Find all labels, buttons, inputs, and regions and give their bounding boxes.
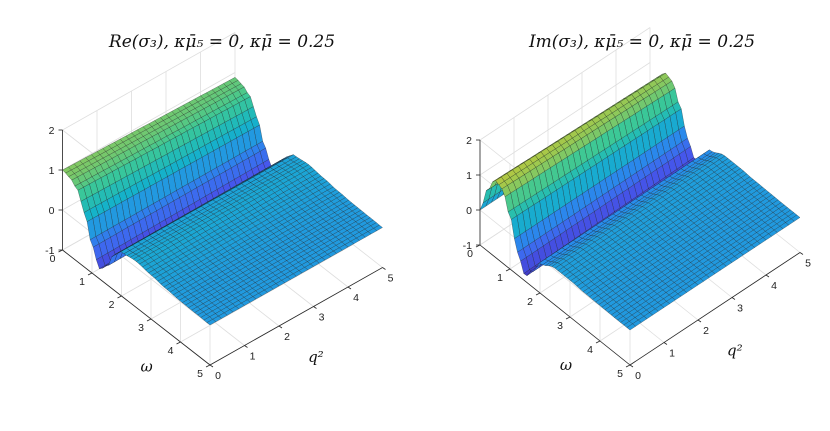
x-tick-label: 2 <box>703 325 709 337</box>
y-tick-label: 1 <box>497 272 503 284</box>
y-axis-line <box>62 249 211 366</box>
y-tick-label: 3 <box>138 322 144 334</box>
surface <box>479 72 801 331</box>
y-tick-label: 0 <box>467 248 473 260</box>
x-axis-line <box>209 267 383 366</box>
x-tick-label: 0 <box>215 370 221 382</box>
z-tick-label: 0 <box>49 205 55 217</box>
y-tick-label: 4 <box>587 344 593 356</box>
x-tick-label: 3 <box>737 303 743 315</box>
y-tick-label: 5 <box>617 368 623 380</box>
surface <box>62 77 383 326</box>
x-axis-label: q² <box>727 342 743 360</box>
axes-lines <box>479 140 801 366</box>
y-tick-label: 2 <box>527 296 533 308</box>
surface-cell <box>626 323 637 331</box>
y-axis-label: ω <box>140 357 152 375</box>
chart-title: Re(σ₃), κμ̄₅ = 0, κμ̄ = 0.25 <box>108 32 335 52</box>
x-tick-label: 1 <box>250 351 256 363</box>
y-tick-label: 5 <box>197 368 203 380</box>
z-tick-label: -1 <box>463 240 472 252</box>
x-tick-label: 0 <box>635 370 641 382</box>
z-tick-label: 1 <box>466 170 472 182</box>
y-tick-label: 3 <box>557 320 563 332</box>
z-tick-label: 2 <box>49 125 55 137</box>
z-tick-label: 0 <box>466 205 472 217</box>
x-tick-label: 3 <box>319 312 325 324</box>
y-tick-label: 4 <box>168 345 174 357</box>
x-axis-label: q² <box>308 348 324 366</box>
x-tick-label: 5 <box>388 273 394 285</box>
z-tick-label: 1 <box>49 165 55 177</box>
axes-lines <box>62 130 383 366</box>
z-tick-label: -1 <box>45 245 54 257</box>
x-tick-label: 5 <box>805 258 811 270</box>
y-tick-label: 0 <box>50 253 56 265</box>
y-tick-label: 1 <box>79 276 85 288</box>
y-axis-label: ω <box>560 356 572 374</box>
x-tick-label: 4 <box>771 280 777 292</box>
y-tick-label: 2 <box>109 299 115 311</box>
x-tick-label: 4 <box>353 292 359 304</box>
x-axis-line <box>629 252 801 366</box>
x-tick-label: 2 <box>284 331 290 343</box>
x-tick-label: 1 <box>669 348 675 360</box>
z-tick-label: 2 <box>466 135 472 147</box>
surface-cell <box>206 319 217 326</box>
chart-title: Im(σ₃), κμ̄₅ = 0, κμ̄ = 0.25 <box>528 32 755 52</box>
y-axis-line <box>479 244 631 366</box>
